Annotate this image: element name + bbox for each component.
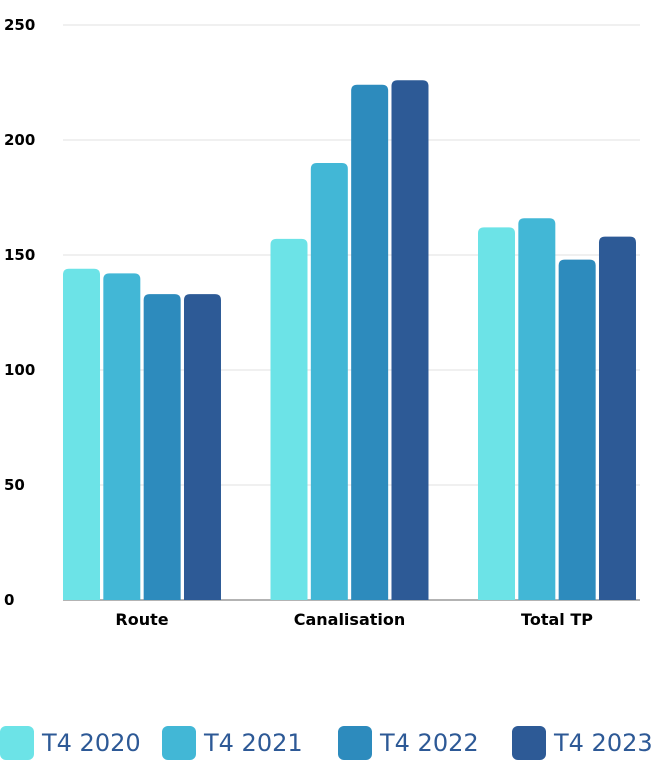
legend-swatch-1 bbox=[162, 726, 196, 760]
bar-canalisation-3 bbox=[391, 80, 429, 600]
legend-item-1: T4 2021 bbox=[162, 723, 303, 763]
legend-label-3: T4 2023 bbox=[554, 729, 653, 757]
x-tick-label-0: Route bbox=[115, 610, 168, 629]
y-tick-label-50: 50 bbox=[4, 476, 25, 494]
legend: T4 2020 T4 2021 T4 2022 T4 2023 bbox=[0, 723, 668, 763]
bar-route-2 bbox=[143, 294, 181, 600]
legend-swatch-2 bbox=[338, 726, 372, 760]
legend-swatch-0 bbox=[0, 726, 34, 760]
legend-label-0: T4 2020 bbox=[42, 729, 141, 757]
bar-chart: 0 50 100 150 200 250 Route Canalisation Total T… bbox=[4, 16, 640, 629]
legend-item-2: T4 2022 bbox=[338, 723, 479, 763]
x-tick-label-1: Canalisation bbox=[294, 610, 406, 629]
legend-label-2: T4 2022 bbox=[380, 729, 479, 757]
bar-route-0 bbox=[63, 268, 100, 600]
x-tick-label-2: Total TP bbox=[521, 610, 593, 629]
y-tick-label-200: 200 bbox=[4, 131, 35, 149]
bar-total-tp-3 bbox=[598, 236, 636, 600]
bar-route-1 bbox=[103, 273, 141, 600]
legend-label-1: T4 2021 bbox=[204, 729, 303, 757]
y-axis: 0 50 100 150 200 250 bbox=[4, 16, 35, 609]
bar-canalisation-1 bbox=[310, 163, 348, 600]
bar-canalisation-2 bbox=[351, 84, 389, 601]
y-tick-label-150: 150 bbox=[4, 246, 35, 264]
y-tick-label-250: 250 bbox=[4, 16, 35, 34]
bar-total-tp-2 bbox=[558, 259, 596, 600]
y-tick-label-100: 100 bbox=[4, 361, 35, 379]
legend-item-0: T4 2020 bbox=[0, 723, 141, 763]
bar-canalisation-0 bbox=[270, 238, 308, 600]
bar-total-tp-0 bbox=[478, 227, 515, 600]
bar-route-3 bbox=[183, 294, 221, 600]
y-tick-label-0: 0 bbox=[4, 591, 14, 609]
bars bbox=[63, 80, 636, 601]
legend-item-3: T4 2023 bbox=[512, 723, 653, 763]
x-axis: Route Canalisation Total TP bbox=[115, 610, 593, 629]
legend-swatch-3 bbox=[512, 726, 546, 760]
bar-total-tp-1 bbox=[518, 218, 556, 600]
